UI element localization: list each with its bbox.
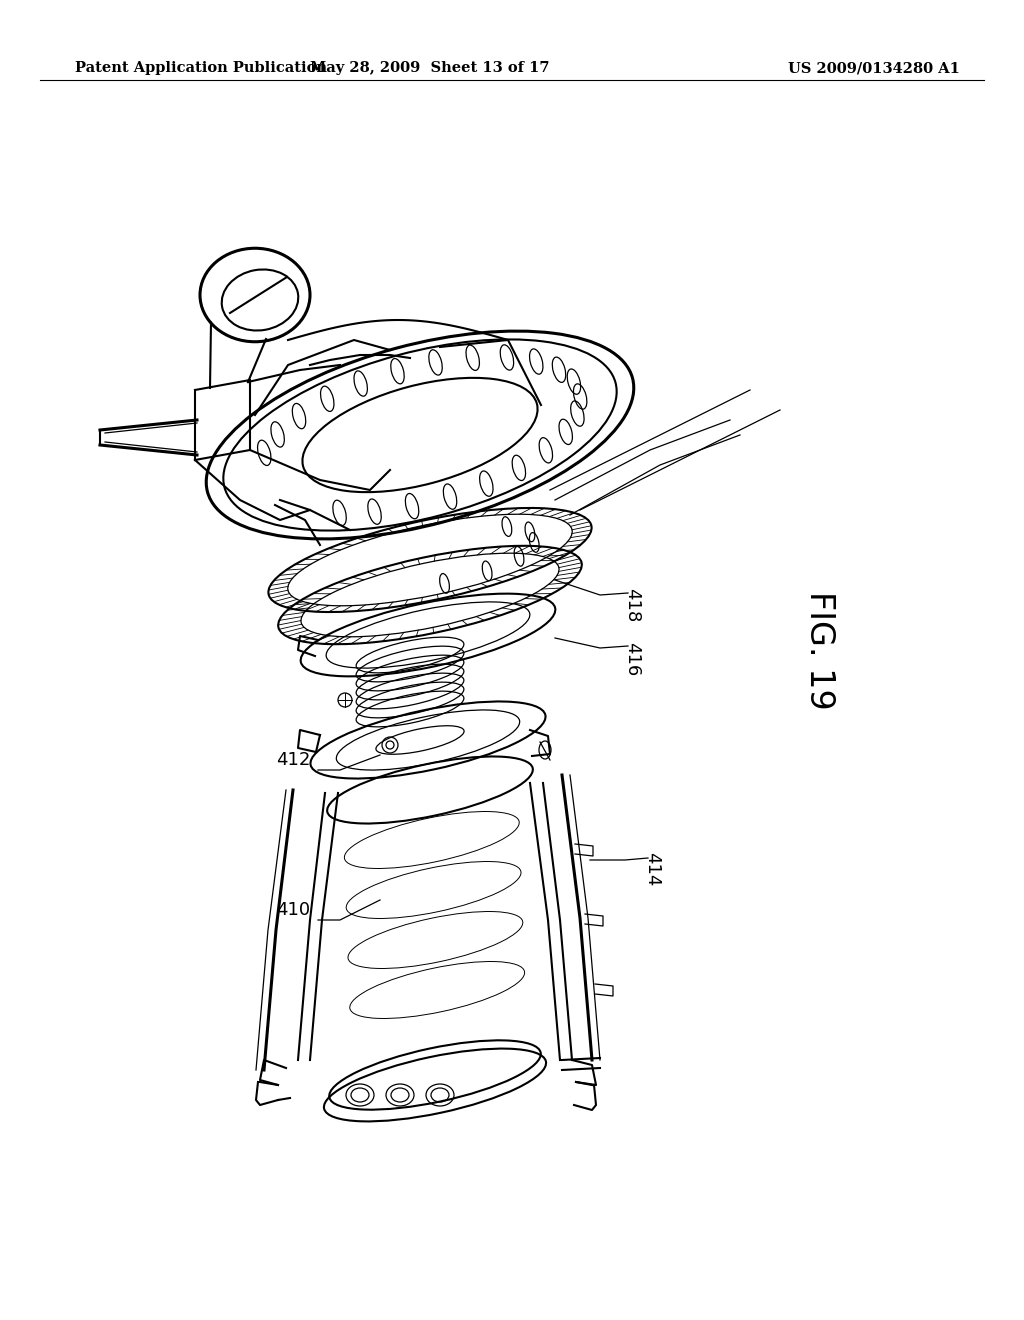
Text: 412: 412 <box>275 751 310 770</box>
Text: May 28, 2009  Sheet 13 of 17: May 28, 2009 Sheet 13 of 17 <box>310 61 550 75</box>
Text: 418: 418 <box>623 587 641 622</box>
Text: 410: 410 <box>275 902 310 919</box>
Text: FIG. 19: FIG. 19 <box>804 590 837 709</box>
Text: Patent Application Publication: Patent Application Publication <box>75 61 327 75</box>
Text: 416: 416 <box>623 642 641 676</box>
Text: 414: 414 <box>643 851 662 886</box>
Text: US 2009/0134280 A1: US 2009/0134280 A1 <box>788 61 961 75</box>
